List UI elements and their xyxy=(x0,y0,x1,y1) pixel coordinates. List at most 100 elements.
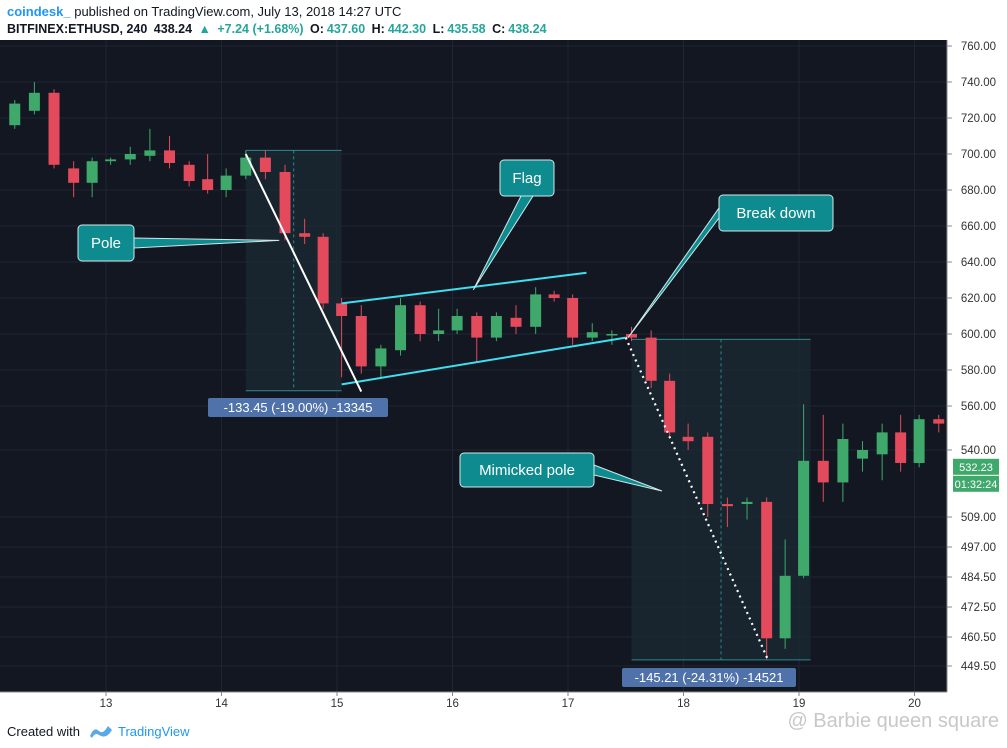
candle-body xyxy=(645,337,657,381)
up-arrow-icon: ▲ xyxy=(198,22,211,36)
candlestick-chart[interactable]: Pole Flag Break down Mimicked pole -133.45 (… xyxy=(0,40,1007,714)
candle-body xyxy=(721,504,733,507)
mimicked-callout-text: Mimicked pole xyxy=(479,462,575,479)
candle-body xyxy=(682,436,694,442)
price-tick-label: 449.50 xyxy=(961,661,996,673)
price-tick-label: 720.00 xyxy=(961,113,996,125)
publish-info: published on TradingView.com, July 13, 2… xyxy=(74,4,402,19)
breakdown-callout-text: Break down xyxy=(736,205,815,222)
candle-body xyxy=(395,305,407,351)
ohlc-line: BITFINEX:ETHUSD, 240 438.24 ▲ +7.24 (+1.… xyxy=(7,22,550,36)
price-tick-label: 620.00 xyxy=(961,293,996,305)
flag-callout-group: Flag xyxy=(472,159,555,291)
time-tick-label: 18 xyxy=(677,698,690,710)
pole-callout-text: Pole xyxy=(91,235,121,252)
price-tick-label: 540.00 xyxy=(961,445,996,457)
candle-body xyxy=(279,172,291,234)
current-price-label: 532.23 xyxy=(959,462,993,474)
price-tick-label: 460.50 xyxy=(961,632,996,644)
time-axis-labels: 13 14 15 16 17 18 19 20 xyxy=(100,692,921,710)
candle-body xyxy=(913,419,925,463)
close-label: C: xyxy=(492,22,506,36)
time-tick-label: 17 xyxy=(562,698,575,710)
candle-body xyxy=(202,179,214,190)
candle-body xyxy=(548,294,560,298)
candle-body xyxy=(779,575,791,639)
price-tick-label: 509.00 xyxy=(961,512,996,524)
candle-body xyxy=(626,334,638,338)
flag-callout-box xyxy=(499,159,555,197)
candle-body xyxy=(510,317,522,327)
close-value: 438.24 xyxy=(508,22,547,36)
price-tick-label: 497.00 xyxy=(961,542,996,554)
low-value: 435.58 xyxy=(447,22,486,36)
candle-body xyxy=(451,316,463,331)
candle-body xyxy=(664,380,676,433)
candle-body xyxy=(124,154,136,160)
annotations-overlay: Pole Flag Break down Mimicked pole -133.45 (… xyxy=(77,153,834,687)
current-price-badge xyxy=(953,458,999,475)
pole-callout-box xyxy=(77,224,135,262)
candles xyxy=(9,82,984,660)
low-label: L: xyxy=(432,22,445,36)
price-tick-label: 640.00 xyxy=(961,257,996,269)
candle-body xyxy=(48,92,60,165)
candle-body xyxy=(28,92,40,111)
candle-body xyxy=(857,450,869,459)
candle-body xyxy=(798,460,810,576)
author-link[interactable]: coindesk_ xyxy=(7,4,71,19)
publish-line: coindesk_ published on TradingView.com, … xyxy=(7,4,401,19)
candle-body xyxy=(68,168,80,183)
candle-body xyxy=(9,103,21,126)
candle-body xyxy=(317,236,329,304)
candle-body xyxy=(183,164,195,181)
measure1-badge-text: -133.45 (-19.00%) -13345 xyxy=(224,400,373,415)
price-axis-labels: 449.50 460.50 472.50 484.50 497.00 509.00 540.… xyxy=(947,41,999,673)
mimicked-callout-group: Mimicked pole xyxy=(459,452,663,492)
price-tick-label: 484.50 xyxy=(961,572,996,584)
price-axis[interactable] xyxy=(947,40,1007,714)
candle-body xyxy=(299,233,311,237)
tradingview-link[interactable]: TradingView xyxy=(118,724,190,739)
candle-body xyxy=(817,460,829,483)
candle-body xyxy=(240,157,252,176)
time-axis[interactable] xyxy=(0,692,947,714)
countdown-badge xyxy=(953,475,999,492)
candle-body xyxy=(741,501,753,505)
change-value: +7.24 (+1.68%) xyxy=(217,22,304,36)
symbol-label: BITFINEX:ETHUSD, 240 xyxy=(7,22,148,36)
price-tick-label: 660.00 xyxy=(961,221,996,233)
candle-body xyxy=(144,150,156,156)
candle-body xyxy=(164,150,176,163)
candle-body xyxy=(606,334,618,336)
breakdown-callout-group: Break down xyxy=(627,194,834,338)
candle-body xyxy=(586,332,598,338)
mimicked-callout-box xyxy=(459,452,595,488)
time-tick-label: 16 xyxy=(446,698,459,710)
pole-line xyxy=(244,153,363,393)
price-tick-label: 580.00 xyxy=(961,365,996,377)
candle-body xyxy=(86,161,98,183)
time-tick-label: 20 xyxy=(908,698,921,710)
measure2-badge-box xyxy=(622,668,796,687)
created-with-text: Created with xyxy=(7,724,80,739)
high-value: 442.30 xyxy=(387,22,427,36)
price-tick-label: 472.50 xyxy=(961,602,996,614)
open-value: 437.60 xyxy=(326,22,366,36)
candle-body xyxy=(355,316,367,367)
open-label: O: xyxy=(310,22,324,36)
watermark-text: @ Barbie queen square xyxy=(787,710,999,732)
price-tick-label: 700.00 xyxy=(961,149,996,161)
candle-body xyxy=(375,348,387,367)
measure2-badge-text: -145.21 (-24.31%) -14521 xyxy=(635,670,784,685)
candle-body xyxy=(702,436,714,505)
last-price: 438.24 xyxy=(153,22,193,36)
candle-body xyxy=(259,157,271,172)
candle-body xyxy=(336,303,348,316)
time-tick-label: 19 xyxy=(793,698,806,710)
candle-body xyxy=(471,316,483,338)
tradingview-logo-icon xyxy=(90,726,112,738)
footer: Created with TradingView @ Barbie queen … xyxy=(0,710,1007,748)
time-tick-label: 15 xyxy=(331,698,344,710)
candle-body xyxy=(567,298,579,338)
